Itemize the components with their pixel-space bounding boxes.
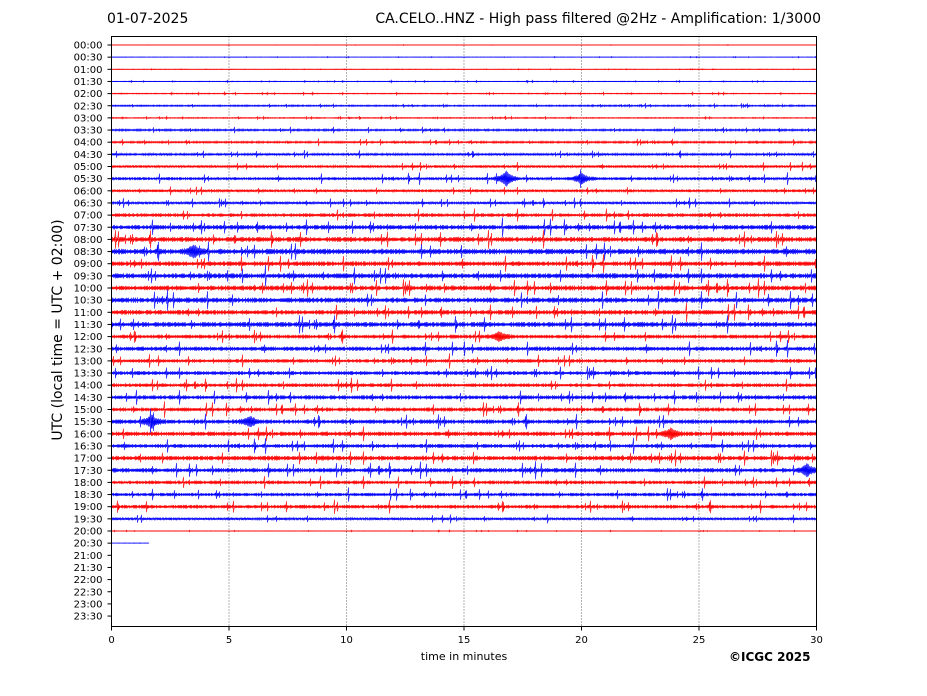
x-tick-label: 10 [340, 635, 353, 646]
y-tick-label: 23:30 [74, 612, 103, 623]
trace-row-1800 [111, 475, 817, 490]
y-tick-label: 07:00 [74, 211, 103, 222]
y-tick-label: 15:30 [74, 417, 103, 428]
x-axis-label: time in minutes [421, 650, 508, 663]
y-tick-label: 03:00 [74, 113, 103, 124]
date-label: 01-07-2025 [107, 11, 189, 27]
x-tick-layer: 0 5 10 15 20 25 30 [108, 626, 823, 646]
y-tick-label: 12:30 [74, 344, 103, 355]
x-tick-label: 0 [108, 635, 114, 646]
y-tick-label: 04:00 [74, 138, 103, 149]
y-tick-label: 05:30 [74, 174, 103, 185]
y-tick-label: 14:00 [74, 381, 103, 392]
y-tick-label: 16:30 [74, 441, 103, 452]
trace-row-1230 [111, 339, 817, 358]
y-tick-label: 03:30 [74, 126, 103, 137]
y-tick-label: 06:30 [74, 198, 103, 209]
y-tick-label: 18:30 [74, 490, 103, 501]
y-tick-label: 08:30 [74, 247, 103, 258]
x-tick-label: 15 [458, 635, 471, 646]
trace-row-1530 [111, 408, 817, 435]
y-tick-label: 07:30 [74, 223, 103, 234]
y-tick-label: 12:00 [74, 332, 103, 343]
y-tick-label: 15:00 [74, 405, 103, 416]
y-tick-label: 19:30 [74, 514, 103, 525]
y-tick-label: 18:00 [74, 478, 103, 489]
trace-layer [111, 43, 817, 545]
trace-row-0730 [111, 217, 817, 238]
copyright-label: ©ICGC 2025 [729, 650, 811, 664]
y-tick-label: 14:30 [74, 393, 103, 404]
y-tick-label: 05:00 [74, 162, 103, 173]
y-tick-label: 16:00 [74, 429, 103, 440]
y-tick-label: 00:30 [74, 53, 103, 64]
y-tick-label: 01:30 [74, 77, 103, 88]
x-tick-label: 5 [226, 635, 232, 646]
y-tick-label: 22:30 [74, 587, 103, 598]
y-tick-label: 06:00 [74, 186, 103, 197]
y-tick-label: 09:00 [74, 259, 103, 270]
y-tick-label: 11:00 [74, 308, 103, 319]
y-tick-label: 22:00 [74, 575, 103, 586]
trace-row-0800 [111, 229, 817, 249]
y-tick-label: 19:00 [74, 502, 103, 513]
y-tick-label: 08:00 [74, 235, 103, 246]
chart-title: CA.CELO..HNZ - High pass filtered @2Hz -… [375, 11, 821, 27]
x-tick-label: 25 [693, 635, 706, 646]
y-tick-label: 13:30 [74, 369, 103, 380]
y-tick-label: 04:30 [74, 150, 103, 161]
y-axis-label: UTC (local time = UTC + 02:00) [50, 219, 66, 440]
y-tick-label: 02:00 [74, 89, 103, 100]
y-tick-label: 13:00 [74, 356, 103, 367]
y-tick-label: 17:00 [74, 454, 103, 465]
y-tick-label: 21:30 [74, 563, 103, 574]
y-tick-label: 10:30 [74, 296, 103, 307]
y-tick-label: 01:00 [74, 65, 103, 76]
y-tick-label: 21:00 [74, 551, 103, 562]
y-tick-label: 23:00 [74, 599, 103, 610]
y-tick-label: 20:00 [74, 527, 103, 538]
x-tick-label: 20 [575, 635, 588, 646]
y-tick-label: 09:30 [74, 271, 103, 282]
y-tick-label: 11:30 [74, 320, 103, 331]
trace-row-0700 [111, 208, 817, 222]
y-tick-label: 00:00 [74, 41, 103, 52]
y-tick-label: 10:00 [74, 284, 103, 295]
y-tick-label: 02:30 [74, 101, 103, 112]
x-tick-label: 30 [810, 635, 823, 646]
y-tick-label: 20:30 [74, 539, 103, 550]
grid-layer [228, 36, 700, 627]
y-tick-label: 17:30 [74, 466, 103, 477]
